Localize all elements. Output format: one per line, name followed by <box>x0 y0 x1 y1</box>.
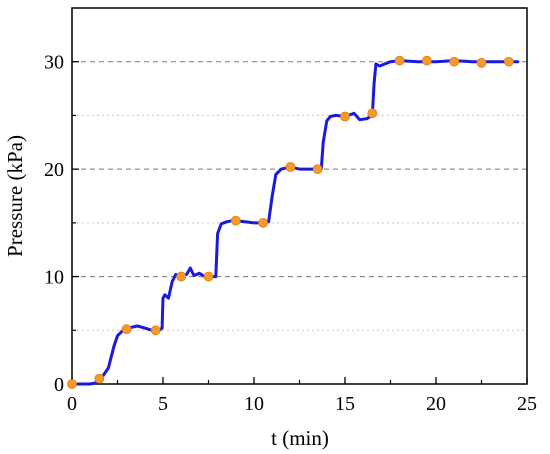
series-layer <box>67 55 520 389</box>
y-axis-title: Pressure (kPa) <box>3 135 27 257</box>
data-marker <box>340 111 350 122</box>
x-tick-labels: 0 5 10 15 20 25 <box>67 393 537 415</box>
data-marker <box>150 325 161 336</box>
data-marker <box>449 56 460 67</box>
y-tick-labels: 0 10 20 30 <box>44 52 64 396</box>
data-marker <box>258 217 269 228</box>
x-tick-label: 25 <box>517 393 537 415</box>
x-tick-label: 10 <box>244 393 264 415</box>
x-axis-title: t (min) <box>271 426 329 450</box>
data-marker <box>176 271 187 282</box>
x-tick-label: 20 <box>426 393 446 415</box>
data-marker <box>367 108 378 119</box>
data-marker <box>121 324 132 335</box>
data-marker <box>394 55 405 66</box>
data-marker <box>421 55 432 66</box>
data-marker <box>230 215 241 226</box>
data-marker <box>94 373 105 384</box>
data-marker <box>285 162 296 172</box>
x-tick-label: 5 <box>158 393 168 415</box>
grid-lines <box>72 61 527 331</box>
data-marker <box>67 379 77 389</box>
data-marker <box>203 271 214 282</box>
y-tick-label: 20 <box>44 159 64 181</box>
y-tick-label: 10 <box>44 267 64 289</box>
x-tick-label: 0 <box>67 393 77 415</box>
y-tick-label: 30 <box>44 52 64 74</box>
x-tick-label: 15 <box>335 393 355 415</box>
pressure-series-line <box>70 59 520 386</box>
y-tick-label: 0 <box>54 374 64 396</box>
data-marker <box>503 56 514 67</box>
data-marker <box>312 164 323 175</box>
data-marker <box>476 57 487 68</box>
